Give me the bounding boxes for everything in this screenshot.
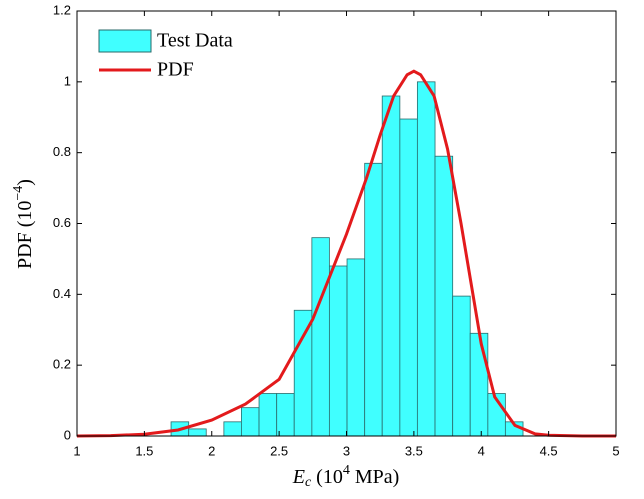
y-tick-label: 0	[64, 427, 71, 442]
x-label-main: E	[292, 466, 305, 488]
histogram-bar	[258, 393, 278, 437]
y-tick-label: 0.6	[53, 215, 71, 230]
histogram-bar	[381, 95, 401, 437]
histogram-bar	[452, 295, 471, 437]
x-tick-label: 4.5	[540, 443, 558, 458]
histogram-bar	[223, 421, 242, 437]
x-tick-label: 2.5	[270, 443, 288, 458]
y-tick-label: 0.2	[53, 357, 71, 372]
y-tick-label: 0.8	[53, 144, 71, 159]
legend-label: Test Data	[157, 30, 233, 52]
histogram-bar	[276, 393, 295, 437]
x-axis-label: Ec (104 MPa)	[292, 463, 400, 490]
y-tick-label: 0.4	[53, 286, 71, 301]
x-label-sub: c	[305, 475, 312, 490]
histogram-bar	[240, 407, 260, 437]
pdf-line	[76, 69, 616, 438]
x-tick-label: 3	[343, 443, 350, 458]
x-label-pre: (10	[311, 466, 343, 488]
y-axis-label: PDF (10−4)	[11, 179, 35, 269]
histogram-bar	[364, 162, 383, 437]
x-label-post: MPa)	[350, 466, 399, 488]
y-label-sup: −4	[11, 186, 26, 201]
histogram-bar	[293, 309, 313, 437]
x-tick-label: 1.5	[135, 443, 153, 458]
histogram-bar	[311, 237, 330, 437]
x-tick-label: 2	[208, 443, 215, 458]
histogram-bar	[328, 265, 348, 437]
x-tick-label: 1	[73, 443, 80, 458]
y-tick-label: 1.2	[53, 2, 71, 17]
histogram-bar	[399, 118, 418, 437]
histogram-bar	[469, 332, 489, 437]
histogram-bar	[434, 155, 454, 437]
x-tick-label: 5	[612, 443, 619, 458]
y-label-post: )	[14, 179, 36, 186]
x-tick-label: 4	[478, 443, 485, 458]
histogram-bar	[416, 81, 436, 437]
x-tick-label: 3.5	[405, 443, 423, 458]
histogram-bar	[188, 428, 207, 437]
y-label-pre: PDF (10	[14, 201, 36, 269]
x-label-sup: 4	[343, 463, 350, 478]
legend-label: PDF	[157, 59, 194, 81]
y-tick-label: 1	[64, 73, 71, 88]
legend-swatch	[98, 29, 152, 53]
histogram-bar	[346, 258, 366, 437]
